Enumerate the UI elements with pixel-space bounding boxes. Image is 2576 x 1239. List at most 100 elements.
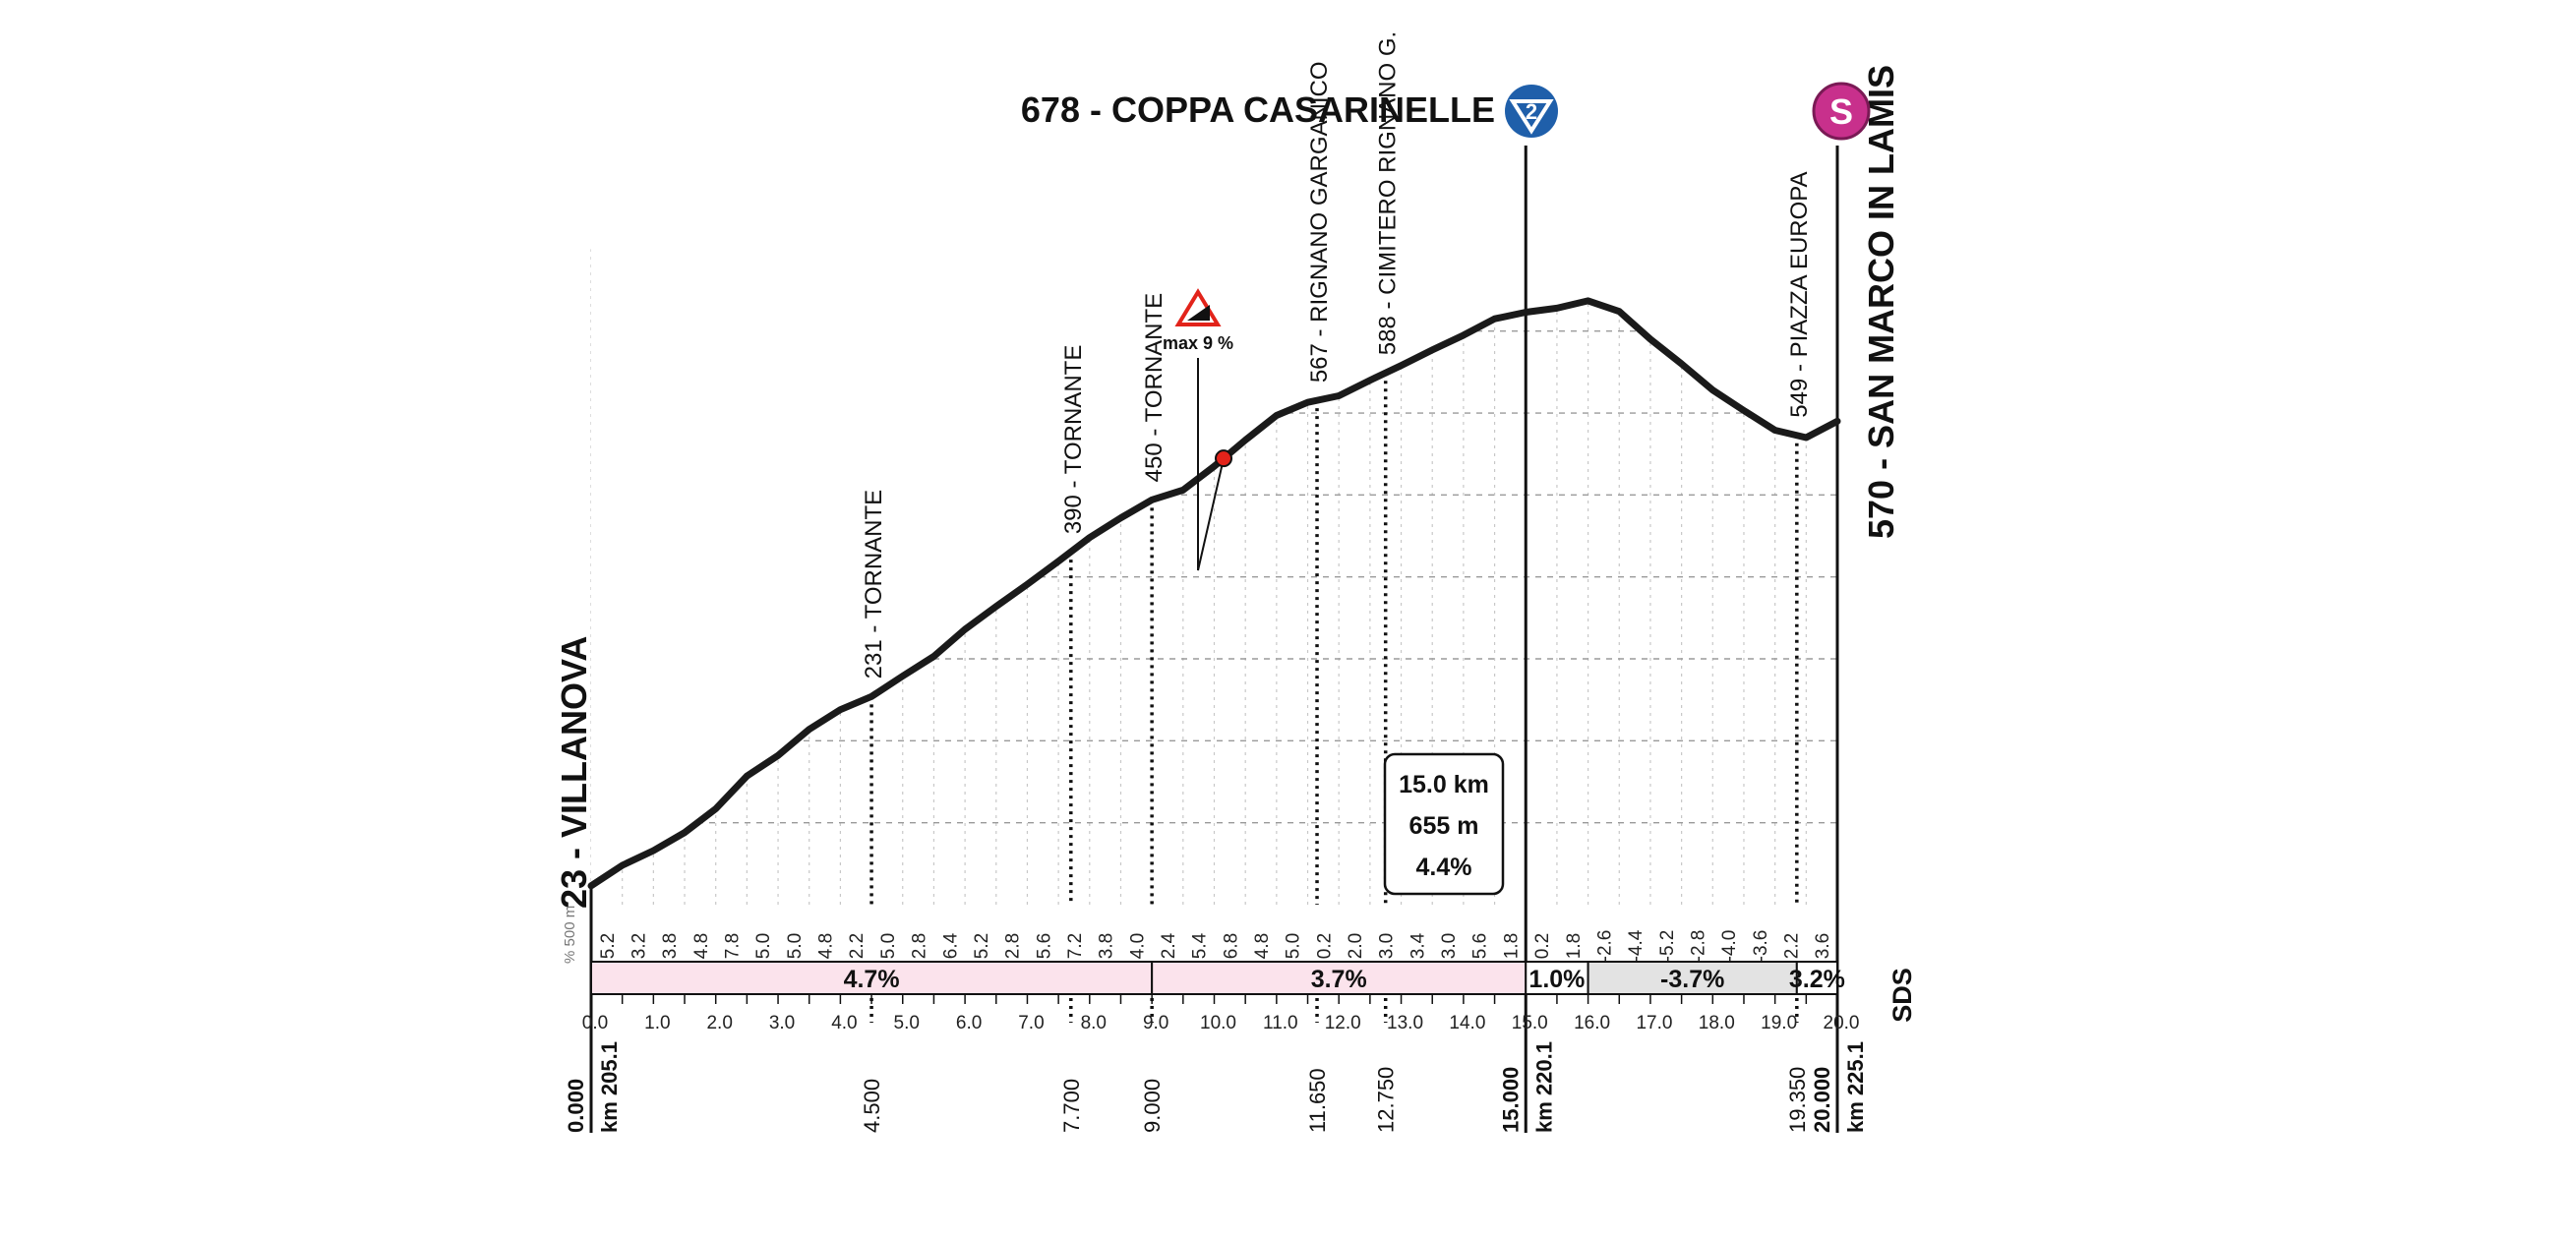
gradient-value: 3.8 xyxy=(1097,933,1117,959)
gradient-value: 3.4 xyxy=(1408,932,1428,959)
max-gradient-label: max 9 % xyxy=(1163,333,1233,353)
gradient-value: 5.0 xyxy=(785,933,806,959)
waypoint-km: 7.700 xyxy=(1059,1079,1084,1133)
gradient-value: -4.0 xyxy=(1719,930,1740,963)
gradient-value: 6.8 xyxy=(1221,933,1241,959)
km-tick-label: 13.0 xyxy=(1387,1013,1423,1033)
gradient-value: 4.8 xyxy=(1252,933,1273,959)
waypoint-km: 19.350 xyxy=(1785,1067,1810,1133)
gradient-value: 5.2 xyxy=(598,933,619,959)
gradient-value: 3.2 xyxy=(629,933,650,959)
gradient-value: 5.2 xyxy=(972,933,992,959)
km-tick-label: 10.0 xyxy=(1200,1013,1236,1033)
waypoint-km: 9.000 xyxy=(1140,1079,1165,1133)
summary-average: 4.4% xyxy=(1416,854,1472,881)
km-tick-label: 1.0 xyxy=(644,1013,670,1033)
km-tick-label: 2.0 xyxy=(706,1013,732,1033)
km-axis: 0.0 1.0 2.0 3.0 4.0 5.0 6.0 7.0 8.0 9.0 10.0 11.0 12… xyxy=(582,993,1860,1033)
sds-logo: SDS xyxy=(1887,968,1917,1023)
waypoint-km: 11.650 xyxy=(1305,1068,1330,1133)
waypoint-label: 549 - PIAZZA EUROPA xyxy=(1786,171,1813,417)
km-tick-label: 9.0 xyxy=(1143,1013,1168,1033)
gradient-values-row: 5.2 3.2 3.8 4.8 7.8 5.0 5.0 4.8 2.2 5.0 2.8 6.4 5.2 2… xyxy=(598,929,1833,962)
km-tick-label: 11.0 xyxy=(1263,1013,1298,1033)
waypoint-label: 231 - TORNANTE xyxy=(861,490,887,679)
km-tick-label: 8.0 xyxy=(1081,1013,1107,1033)
summit-race-km: km 220.1 xyxy=(1531,1041,1556,1133)
gradient-value: 2.2 xyxy=(1781,933,1802,959)
waypoint-markers: 231 - TORNANTE 390 - TORNANTE 450 - TORNAN… xyxy=(589,31,1839,1133)
gradient-value: 0.2 xyxy=(1532,933,1553,959)
gradient-value: 6.4 xyxy=(940,932,961,959)
sector-label: 1.0% xyxy=(1528,966,1585,993)
gradient-value: -5.2 xyxy=(1657,930,1678,963)
sector-segment xyxy=(590,961,1154,995)
max-gradient-marker: max 9 % xyxy=(1163,288,1233,571)
gradient-value: 2.2 xyxy=(847,933,868,959)
km-tick-label: 12.0 xyxy=(1325,1013,1361,1033)
gradient-value: 5.6 xyxy=(1034,933,1054,959)
km-tick-label: 7.0 xyxy=(1018,1013,1044,1033)
summary-gain: 655 m xyxy=(1409,812,1479,840)
sector-segment xyxy=(1587,961,1798,995)
km-tick-label: 14.0 xyxy=(1449,1013,1485,1033)
gradient-value: 3.0 xyxy=(1377,933,1398,959)
start-label: 23 - VILLANOVA xyxy=(554,636,594,909)
gradient-value: 0.2 xyxy=(1314,933,1335,959)
km-tick-label: 4.0 xyxy=(831,1013,857,1033)
gradient-value: 4.0 xyxy=(1127,933,1148,959)
gradient-value: 1.8 xyxy=(1501,933,1522,959)
waypoint-label: 567 - RIGNANO GARGANICO xyxy=(1306,61,1333,383)
gradient-axis-label: % 500 m xyxy=(562,906,578,964)
gradient-value: 5.0 xyxy=(878,933,899,959)
gradient-value: 7.8 xyxy=(723,933,744,959)
gradient-value: 3.0 xyxy=(1439,933,1460,959)
gradient-value: 2.8 xyxy=(1003,933,1024,959)
gradient-value: 2.8 xyxy=(910,933,930,959)
finish-badge: S xyxy=(1812,82,1871,141)
finish-label: 570 - SAN MARCO IN LAMIS xyxy=(1861,65,1901,539)
km-tick-label: 17.0 xyxy=(1636,1013,1672,1033)
start-race-km: km 205.1 xyxy=(597,1041,622,1133)
summit-km: 15.000 xyxy=(1498,1067,1523,1133)
gradient-value: -2.8 xyxy=(1688,930,1708,963)
km-tick-label: 6.0 xyxy=(956,1013,982,1033)
gradient-value: -4.4 xyxy=(1626,929,1647,962)
km-tick-label: 19.0 xyxy=(1761,1013,1797,1033)
waypoint-label: 390 - TORNANTE xyxy=(1060,345,1087,535)
start-km: 0.000 xyxy=(564,1079,588,1133)
km-tick-label: 5.0 xyxy=(894,1013,920,1033)
profile-line xyxy=(587,297,1841,890)
gradient-value: 3.8 xyxy=(660,933,681,959)
km-tick-label: 0.0 xyxy=(582,1013,608,1033)
gradient-value: 4.8 xyxy=(691,933,712,959)
gradient-value: 5.0 xyxy=(753,933,774,959)
gradient-sector-bar: 4.7% 3.7% 1.0% -3.7% 3.2% xyxy=(590,961,1845,995)
finish-badge-letter: S xyxy=(1829,91,1853,132)
waypoint-label: 450 - TORNANTE xyxy=(1141,293,1168,483)
waypoint-label: 588 - CIMITERO RIGNANO G. xyxy=(1375,31,1402,355)
summit-label: 678 - COPPA CASARINELLE xyxy=(1021,89,1495,130)
gradient-value: 4.8 xyxy=(816,933,837,959)
waypoint-km: 4.500 xyxy=(860,1079,884,1133)
km-tick-label: 20.0 xyxy=(1824,1013,1860,1033)
sector-label: 3.7% xyxy=(1311,966,1367,993)
bottom-km-labels: 0.000 km 205.1 4.500 7.700 9.000 11.650 12.750… xyxy=(564,1041,1868,1133)
finish-km: 20.000 xyxy=(1810,1067,1834,1133)
gradient-value: -2.6 xyxy=(1594,930,1615,963)
summary-distance: 15.0 km xyxy=(1399,771,1489,798)
gradient-value: 5.6 xyxy=(1470,933,1491,959)
climb-summary-box: 15.0 km 655 m 4.4% xyxy=(1383,752,1505,896)
gradient-value: 2.4 xyxy=(1159,932,1179,959)
km-tick-label: 15.0 xyxy=(1512,1013,1548,1033)
sector-label: 3.2% xyxy=(1789,966,1845,993)
finish-race-km: km 225.1 xyxy=(1843,1041,1868,1133)
sector-label: -3.7% xyxy=(1660,966,1724,993)
km-tick-label: 16.0 xyxy=(1574,1013,1610,1033)
gradient-value: 5.0 xyxy=(1284,933,1304,959)
summit-badge-number: 2 xyxy=(1526,99,1537,124)
gradient-value: 3.6 xyxy=(1813,933,1833,959)
sector-label: 4.7% xyxy=(844,966,900,993)
gradient-value: 2.0 xyxy=(1346,933,1366,959)
